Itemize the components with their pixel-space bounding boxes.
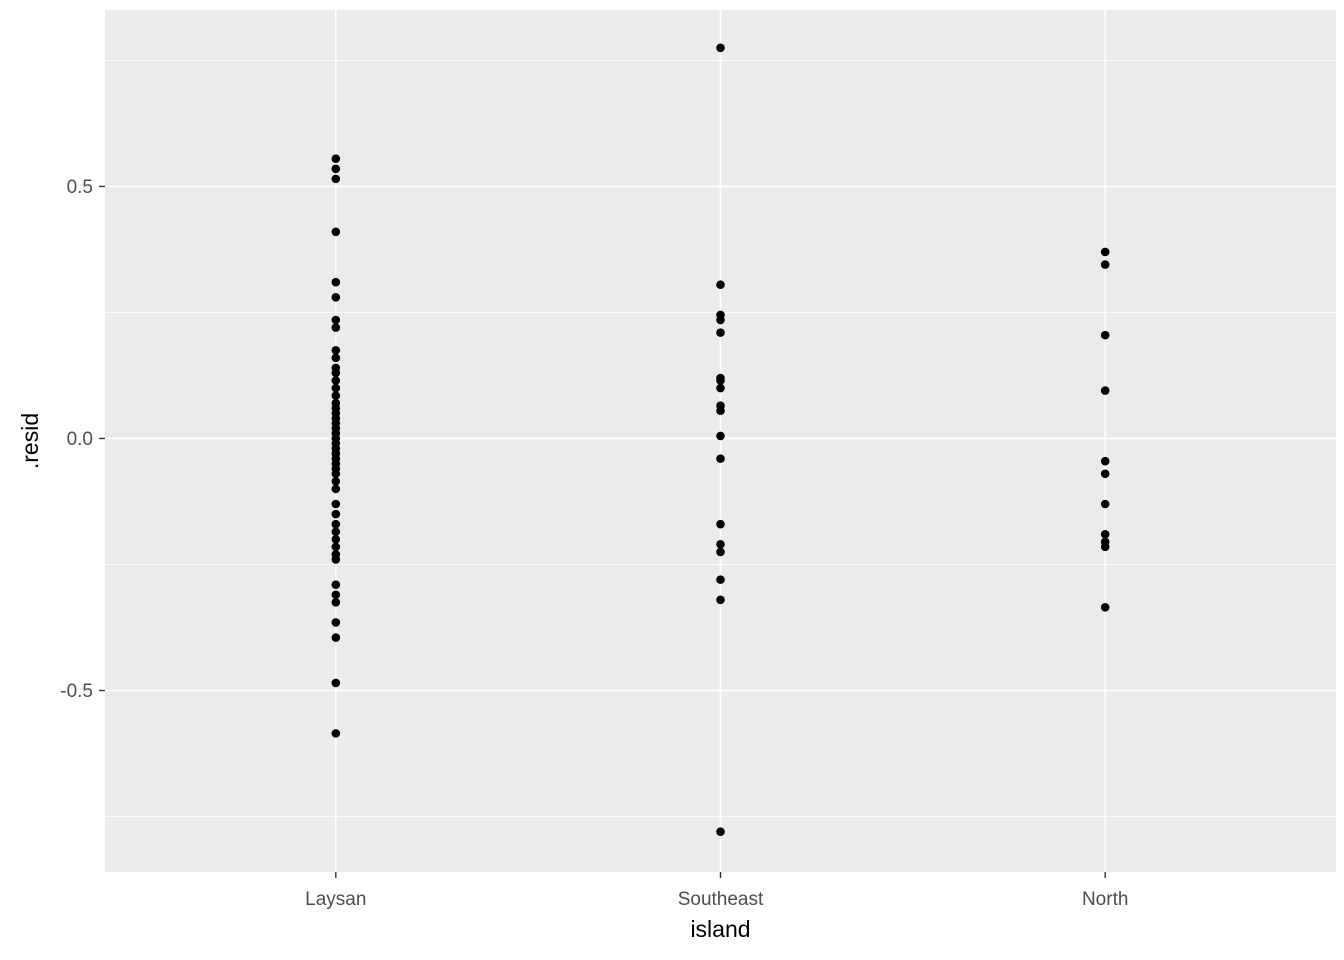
data-point	[331, 345, 341, 355]
data-point	[716, 595, 725, 605]
x-tick-label: Laysan	[305, 889, 366, 910]
data-point	[331, 477, 341, 486]
data-point	[716, 315, 725, 325]
data-point	[716, 431, 725, 441]
data-point	[331, 598, 341, 607]
data-point	[331, 164, 341, 174]
data-point	[1100, 330, 1110, 340]
x-tick-label: Southeast	[678, 889, 764, 910]
data-point	[331, 590, 341, 600]
data-point	[716, 547, 725, 557]
data-point	[1100, 260, 1110, 269]
data-point	[331, 555, 341, 564]
data-point	[716, 519, 725, 529]
data-point	[1100, 247, 1110, 257]
data-point	[1100, 603, 1110, 612]
data-point	[716, 575, 725, 584]
data-point	[1100, 499, 1110, 509]
data-point	[331, 315, 341, 325]
data-point	[331, 368, 341, 378]
data-point	[716, 280, 725, 290]
data-point	[716, 406, 725, 416]
y-tick-label: -0.5	[60, 681, 93, 702]
data-point	[331, 678, 341, 688]
data-point	[716, 328, 725, 337]
data-point	[331, 542, 341, 552]
data-point	[331, 391, 341, 400]
data-point	[331, 293, 341, 302]
x-axis-title: island	[690, 916, 751, 942]
data-point	[716, 376, 725, 385]
data-point	[331, 509, 341, 519]
data-point	[1100, 386, 1110, 395]
data-point	[331, 580, 341, 589]
x-tick-label: North	[1082, 889, 1128, 910]
data-point	[331, 154, 341, 164]
data-point	[331, 484, 341, 494]
y-axis-title: .resid	[17, 412, 43, 470]
data-point	[331, 618, 341, 627]
data-point	[716, 827, 725, 836]
data-point	[716, 540, 725, 549]
data-point	[331, 353, 341, 363]
data-point	[716, 454, 725, 463]
data-point	[331, 519, 341, 529]
data-point	[716, 383, 725, 393]
data-point	[1100, 456, 1110, 466]
data-point	[1100, 542, 1110, 552]
data-point	[331, 499, 341, 509]
data-point	[716, 43, 725, 53]
data-point	[1100, 469, 1110, 479]
data-point	[331, 534, 341, 544]
data-point	[331, 323, 341, 332]
data-point	[331, 383, 341, 393]
data-point	[331, 376, 341, 385]
data-point	[331, 633, 341, 642]
data-point	[1100, 529, 1110, 539]
data-point	[331, 527, 341, 537]
data-point	[331, 469, 341, 479]
data-point	[331, 174, 341, 184]
y-tick-label: 0.5	[67, 177, 93, 198]
data-point	[331, 227, 341, 237]
data-point	[331, 729, 341, 738]
data-point	[331, 277, 341, 287]
y-tick-label: 0.0	[67, 429, 93, 450]
